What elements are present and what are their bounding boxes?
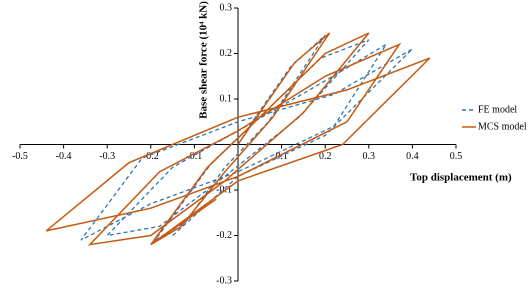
y-tick-label: 0.3	[220, 2, 233, 13]
x-tick-label: -0.3	[99, 151, 115, 162]
y-tick-label: -0.3	[216, 275, 232, 286]
series-line	[80, 34, 413, 241]
x-axis-title: Top displacement (m)	[410, 172, 512, 184]
x-tick-label: 0.2	[319, 151, 332, 162]
x-tick-label: -0.5	[12, 151, 28, 162]
legend-label: FE model	[478, 104, 517, 115]
x-tick-label: 0.4	[406, 151, 419, 162]
series-line	[45, 32, 431, 246]
y-tick-label: 0.1	[220, 93, 233, 104]
y-axis-title: Base shear force (10⁴ kN)	[198, 1, 210, 119]
x-tick-label: -0.4	[56, 151, 72, 162]
x-tick-label: 0.5	[450, 151, 463, 162]
legend-label: MCS model	[478, 121, 527, 132]
x-tick-label: -0.2	[143, 151, 159, 162]
y-tick-label: 0.2	[220, 48, 233, 59]
y-tick-label: -0.1	[216, 184, 232, 195]
x-tick-label: 0.3	[363, 151, 376, 162]
y-tick-label: -0.2	[216, 230, 232, 241]
x-tick-label: -0.1	[186, 151, 202, 162]
